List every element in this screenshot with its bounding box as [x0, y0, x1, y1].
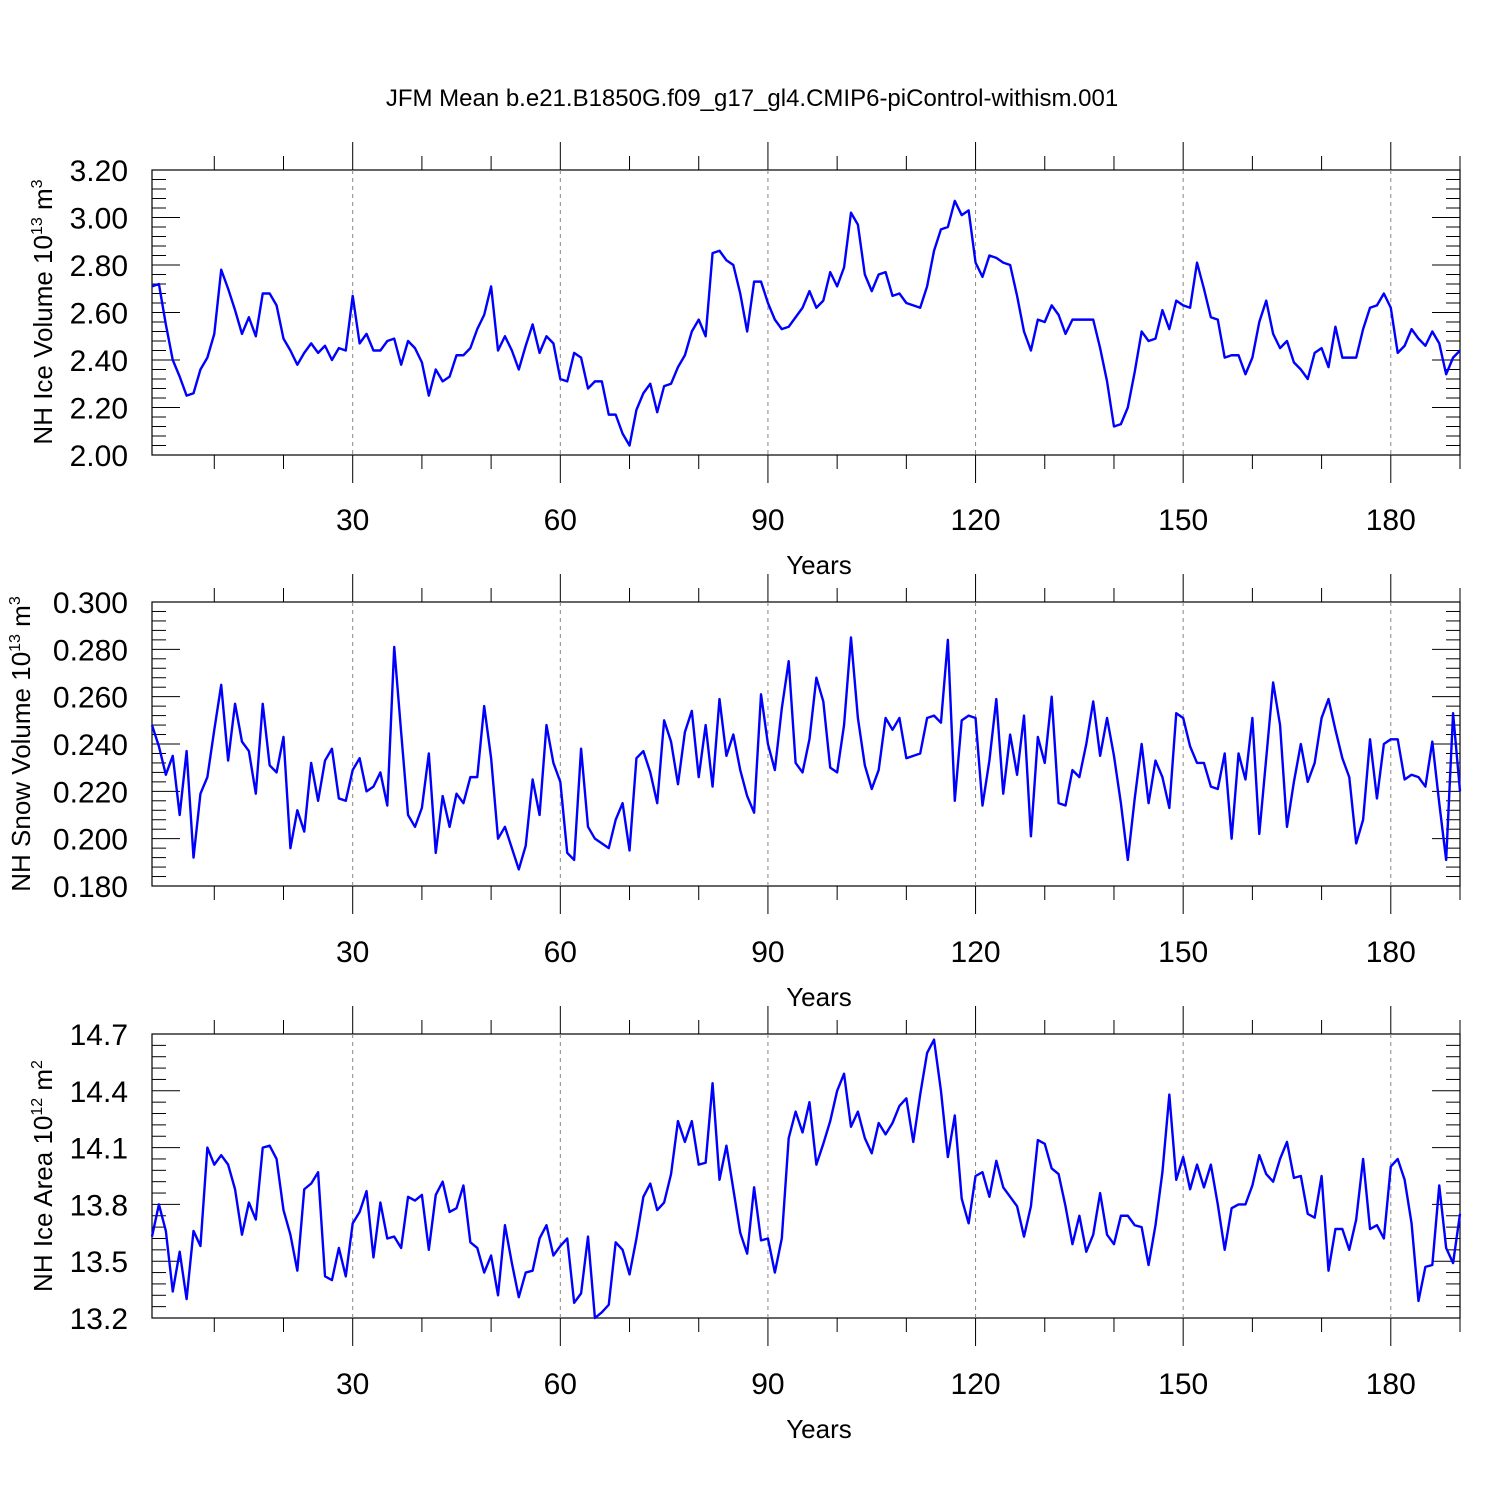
y-tick-label: 0.180: [53, 871, 128, 904]
y-tick-label: 2.20: [70, 393, 128, 426]
y-axis-title: NH Ice Volume 1013 m3: [28, 179, 58, 444]
x-tick-label: 90: [751, 936, 784, 969]
y-tick-label: 13.2: [70, 1303, 128, 1336]
y-axis-title-unit-exponent: 3: [29, 179, 46, 188]
y-axis-title-exponent: 13: [29, 217, 46, 235]
plot-frame: [151, 1033, 1461, 1319]
y-axis-title-exponent: 13: [7, 634, 24, 652]
y-axis-title-text: NH Snow Volume 1013 m3: [6, 596, 36, 892]
y-axis-title-unit: m: [28, 188, 58, 217]
y-tick-label: 14.7: [70, 1019, 128, 1052]
y-tick-label: 0.280: [53, 634, 128, 667]
x-tick-label: 30: [336, 936, 369, 969]
y-tick-label: 13.8: [70, 1189, 128, 1222]
x-tick-label: 60: [544, 504, 577, 537]
series-line: [151, 199, 1461, 447]
y-tick-label: 2.80: [70, 250, 128, 283]
y-tick-label: 0.200: [53, 824, 128, 857]
x-tick-label: 60: [544, 936, 577, 969]
x-tick-label: 120: [951, 504, 1001, 537]
x-tick-label: 90: [751, 1368, 784, 1401]
plot-frame: [151, 601, 1461, 887]
y-axis-title-main: NH Ice Area 10: [28, 1116, 58, 1292]
y-tick-label: 14.1: [70, 1133, 128, 1166]
x-tick-label: 180: [1366, 1368, 1416, 1401]
chart-title: JFM Mean b.e21.B1850G.f09_g17_gl4.CMIP6-…: [386, 85, 1118, 112]
y-axis-title-text: NH Ice Area 1012 m2: [28, 1060, 58, 1292]
y-tick-label: 2.00: [70, 440, 128, 473]
y-tick-label: 0.220: [53, 776, 128, 809]
x-tick-label: 90: [751, 504, 784, 537]
panel-2: 30 60 90 120 150 180 0.180 0.200 0.220 0.240 0.260…: [6, 574, 1462, 1012]
x-tick-label: 60: [544, 1368, 577, 1401]
y-tick-label: 2.60: [70, 298, 128, 331]
series-line: [150, 636, 1462, 871]
x-tick-label: 150: [1158, 504, 1208, 537]
y-axis-title-unit: m: [28, 1069, 58, 1098]
y-axis-title: NH Ice Area 1012 m2: [28, 1060, 58, 1292]
y-axis-title-unit: m: [6, 605, 36, 634]
x-tick-label: 180: [1366, 504, 1416, 537]
y-tick-label: 14.4: [70, 1076, 128, 1109]
y-axis-title-text: NH Ice Volume 1013 m3: [28, 179, 58, 444]
x-tick-label: 120: [951, 936, 1001, 969]
x-tick-label: 30: [336, 504, 369, 537]
x-tick-label: 150: [1158, 936, 1208, 969]
chart-panels: 30 60 90 120 150 180 2.00 2.20 2.40 2.60 2.80 3.00 3…: [6, 142, 1462, 1444]
x-tick-label: 150: [1158, 1368, 1208, 1401]
y-axis-title-unit-exponent: 2: [29, 1060, 46, 1069]
y-axis-title-unit-exponent: 3: [7, 596, 24, 605]
y-tick-label: 0.300: [53, 587, 128, 620]
y-axis-title-main: NH Snow Volume 10: [6, 652, 36, 892]
x-tick-label: 120: [951, 1368, 1001, 1401]
x-axis-title: Years: [786, 550, 852, 580]
x-tick-label: 30: [336, 1368, 369, 1401]
y-tick-label: 2.40: [70, 345, 128, 378]
plot-frame: [151, 169, 1461, 456]
y-axis-title-exponent: 12: [29, 1098, 46, 1116]
y-tick-label: 0.260: [53, 682, 128, 715]
x-tick-label: 180: [1366, 936, 1416, 969]
y-axis-title: NH Snow Volume 1013 m3: [6, 596, 36, 892]
y-tick-label: 3.00: [70, 203, 128, 236]
series-line: [150, 1038, 1462, 1320]
x-axis-title: Years: [786, 982, 852, 1012]
y-tick-label: 3.20: [70, 155, 128, 188]
y-axis-title-main: NH Ice Volume 10: [28, 235, 58, 445]
panel-1: 30 60 90 120 150 180 2.00 2.20 2.40 2.60 2.80 3.00 3…: [28, 142, 1461, 580]
panel-3: 30 60 90 120 150 180 13.2 13.5 13.8 14.1 14.4 14.7 Y…: [28, 1006, 1462, 1444]
y-tick-label: 13.5: [70, 1246, 128, 1279]
x-axis-title: Years: [786, 1414, 852, 1444]
y-tick-label: 0.240: [53, 729, 128, 762]
